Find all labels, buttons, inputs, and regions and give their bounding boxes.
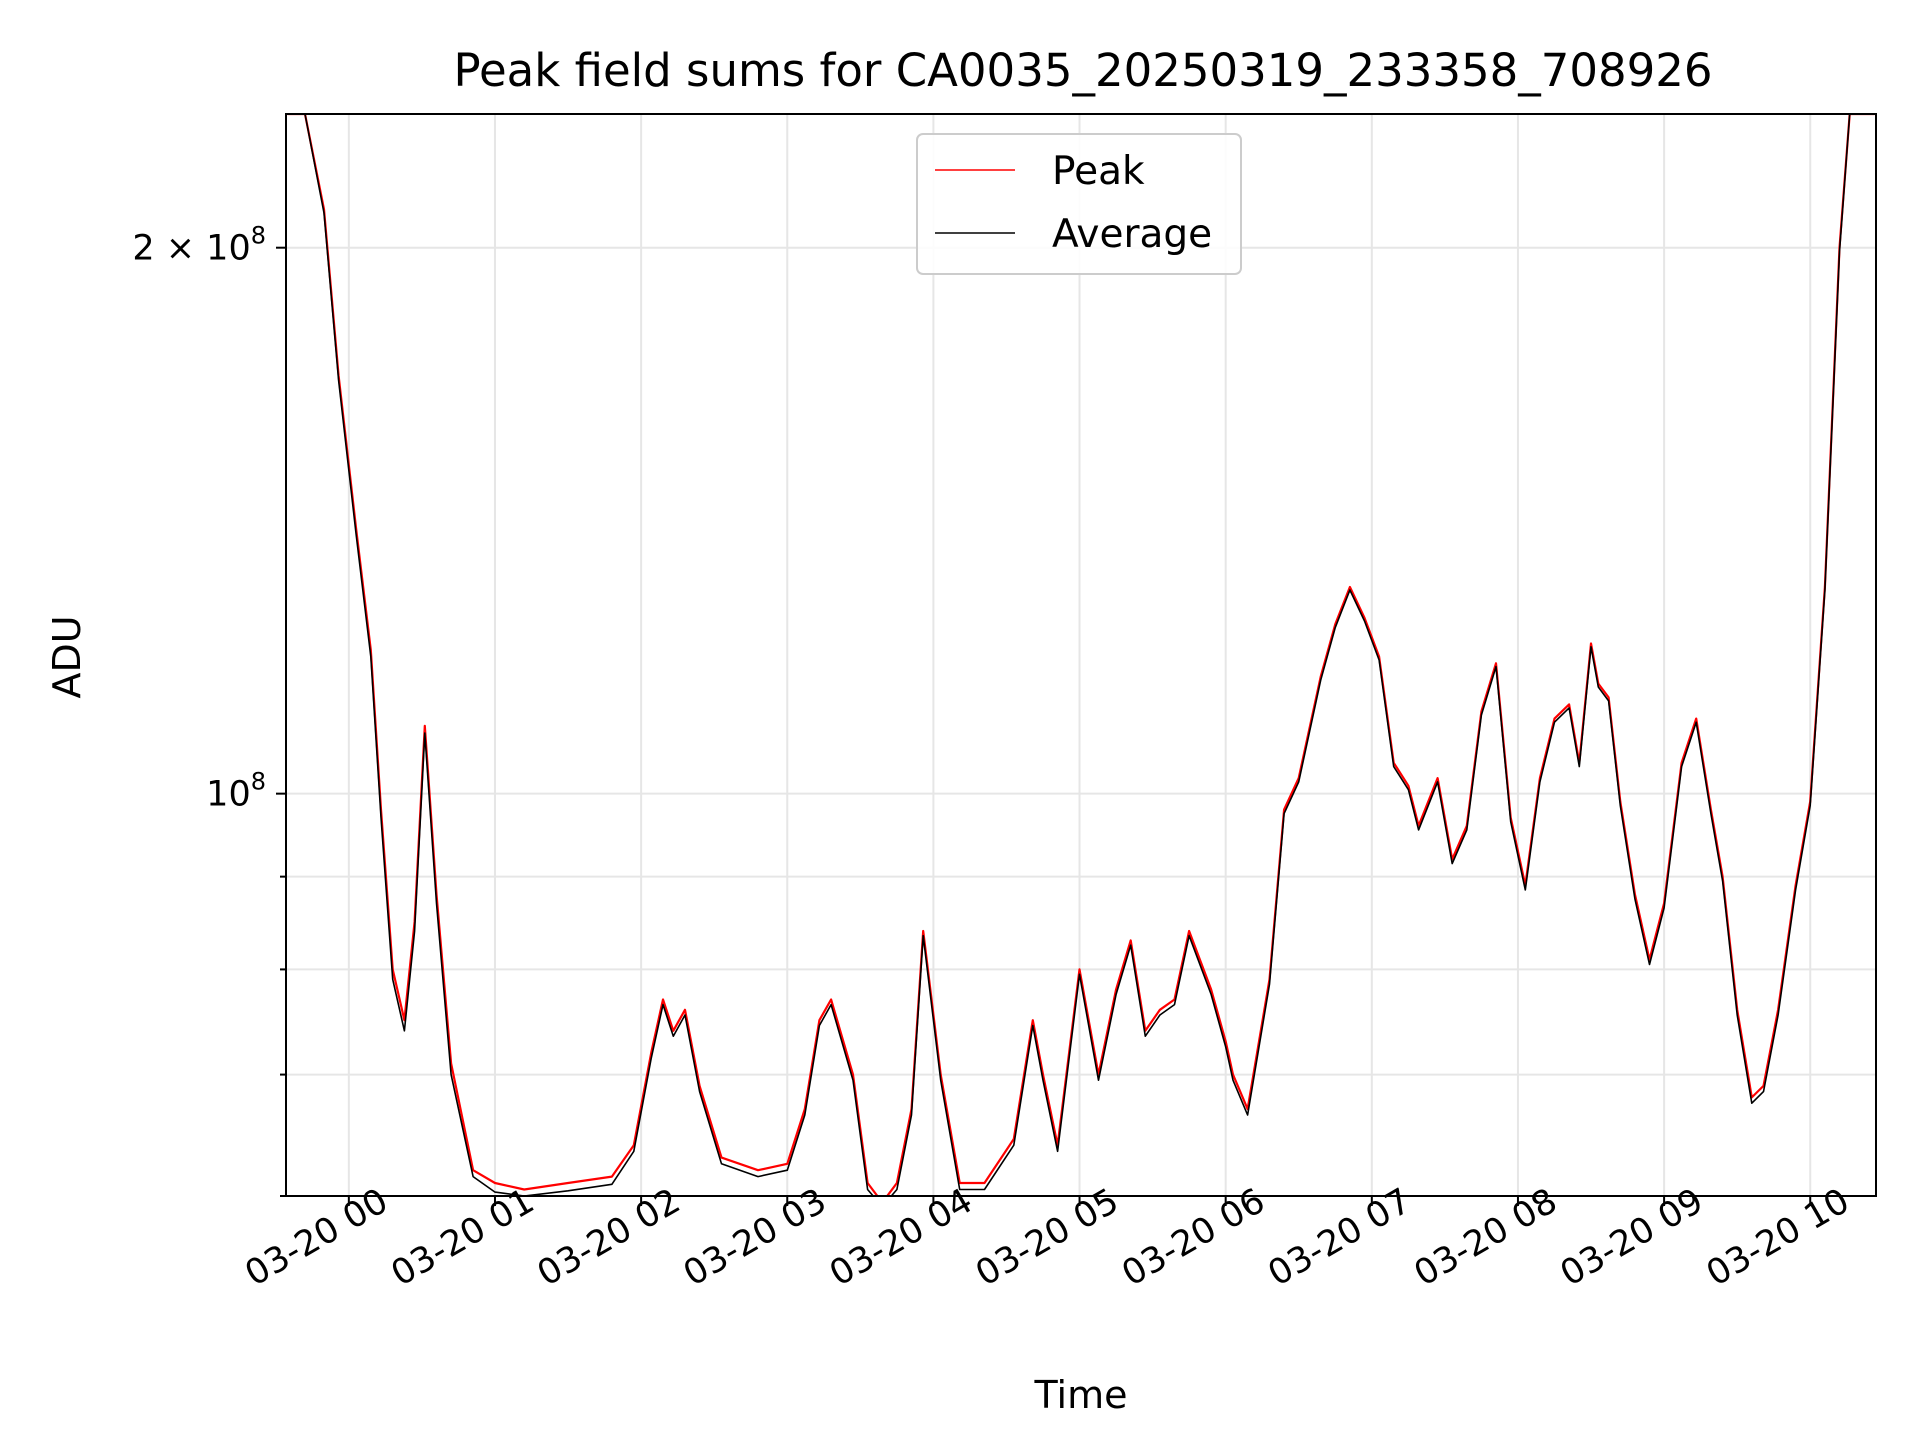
y-axis-label: ADU [45, 615, 89, 698]
legend-peak-label: Peak [1052, 149, 1145, 194]
legend: Peak Average [916, 133, 1242, 275]
legend-box [916, 133, 1242, 275]
series-line-average [287, 114, 1875, 1196]
plot-frame [285, 113, 1877, 1197]
series-line-peak [287, 114, 1875, 1196]
chart-title: Peak field sums for CA0035_20250319_2333… [453, 44, 1712, 97]
y-tick-label: 2 × 108 [132, 222, 266, 269]
y-axis: 108 2 × 108 [132, 222, 286, 1197]
series-layer [287, 114, 1875, 1196]
y-tick-label: 108 [206, 768, 266, 815]
legend-average-label: Average [1052, 212, 1212, 257]
x-axis-label: Time [1034, 1373, 1128, 1417]
grid-lines [286, 114, 1876, 1197]
